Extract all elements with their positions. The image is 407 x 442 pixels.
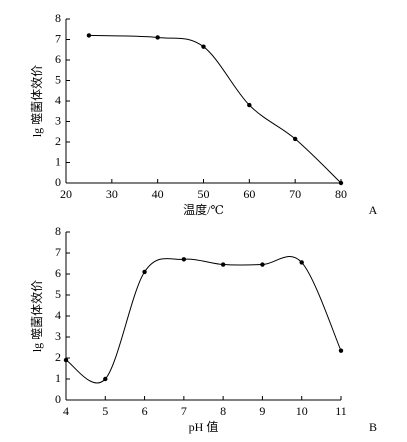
- y-tick-label: 1: [55, 154, 61, 168]
- data-point: [299, 260, 304, 265]
- x-tick-label: 20: [60, 187, 72, 201]
- y-axis-label: lg 噬菌体效价: [29, 280, 44, 352]
- x-axis-label: 温度/℃: [183, 202, 224, 217]
- x-tick-label: 80: [335, 187, 347, 201]
- y-tick-label: 3: [55, 329, 61, 343]
- data-point: [338, 180, 344, 186]
- y-tick-label: 6: [55, 52, 61, 66]
- y-tick-label: 4: [55, 93, 61, 107]
- data-point: [201, 44, 206, 49]
- data-point: [247, 102, 252, 108]
- x-tick-label: 10: [296, 404, 308, 418]
- y-tick-label: 1: [55, 371, 61, 385]
- x-tick-label: 11: [335, 404, 347, 418]
- data-point: [181, 257, 187, 262]
- data-line: [88, 34, 342, 184]
- x-tick-label: 6: [142, 404, 148, 418]
- data-point: [338, 348, 344, 353]
- x-tick-label: 7: [181, 404, 187, 418]
- y-tick-label: 0: [55, 175, 61, 189]
- y-tick-label: 0: [55, 392, 61, 406]
- x-axis-label: pH 值: [189, 419, 219, 434]
- data-point: [142, 269, 147, 275]
- data-point: [292, 136, 298, 142]
- y-tick-label: 5: [55, 287, 61, 301]
- y-tick-label: 7: [55, 31, 61, 45]
- x-tick-label: 70: [289, 187, 301, 201]
- data-point: [86, 33, 92, 38]
- data-point: [103, 376, 108, 382]
- x-tick-label: 9: [259, 404, 265, 418]
- data-point: [220, 262, 226, 267]
- y-tick-label: 7: [55, 245, 61, 259]
- x-tick-label: 60: [243, 187, 255, 201]
- data-point: [63, 357, 69, 363]
- x-tick-label: 40: [152, 187, 164, 201]
- x-tick-label: 8: [220, 404, 226, 418]
- y-axis-label: lg 噬菌体效价: [29, 65, 44, 137]
- y-tick-label: 3: [55, 113, 61, 127]
- y-tick-label: 4: [55, 308, 61, 322]
- x-tick-label: 50: [198, 187, 210, 201]
- x-tick-label: 5: [102, 404, 108, 418]
- data-point: [260, 262, 265, 267]
- y-tick-label: 2: [55, 350, 61, 364]
- x-tick-label: 30: [106, 187, 118, 201]
- data-line: [65, 256, 342, 384]
- y-tick-label: 8: [55, 224, 61, 238]
- y-tick-label: 6: [55, 266, 61, 280]
- x-tick-label: 4: [63, 404, 69, 418]
- panel-label: B: [369, 420, 377, 434]
- data-point: [155, 35, 160, 40]
- panel-label: A: [369, 203, 378, 217]
- y-tick-label: 5: [55, 72, 61, 86]
- y-tick-label: 2: [55, 134, 61, 148]
- y-tick-label: 8: [55, 11, 61, 25]
